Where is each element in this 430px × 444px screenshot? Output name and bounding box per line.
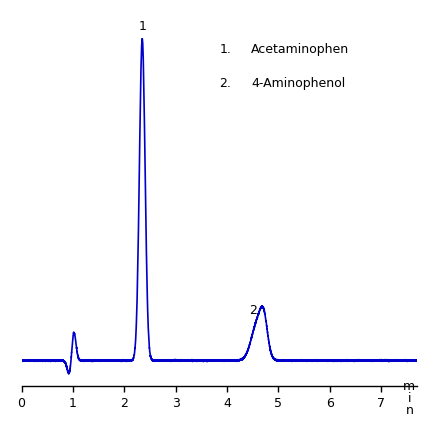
Text: Acetaminophen: Acetaminophen	[251, 43, 349, 56]
Text: 1.: 1.	[219, 43, 231, 56]
Text: 4-Aminophenol: 4-Aminophenol	[251, 77, 345, 90]
Text: 2: 2	[249, 304, 257, 317]
Text: 2.: 2.	[219, 77, 231, 90]
Text: 1: 1	[138, 20, 146, 32]
Text: m
i
n: m i n	[403, 380, 415, 417]
